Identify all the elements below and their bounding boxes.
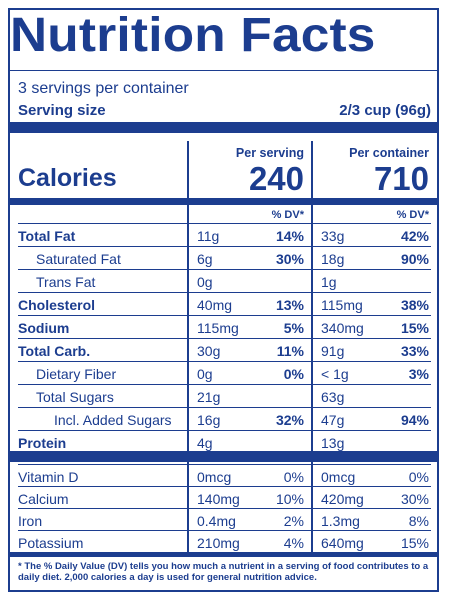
- row-separator: [18, 361, 431, 362]
- thick-rule-calories: [10, 198, 439, 205]
- amount-per-serving: 16g: [197, 412, 221, 428]
- label-title: Nutrition Facts: [10, 9, 376, 62]
- amount-per-serving: 0g: [197, 274, 213, 290]
- nutrient-name: Cholesterol: [18, 297, 96, 313]
- nutrient-name: Incl. Added Sugars: [54, 412, 172, 428]
- nutrient-name: Iron: [18, 513, 43, 529]
- nutrition-label: [8, 8, 439, 592]
- amount-per-container: < 1g: [321, 366, 349, 382]
- per-container-header: Per container: [349, 146, 429, 160]
- amount-per-serving: 21g: [197, 389, 221, 405]
- row-separator: [18, 384, 431, 385]
- amount-per-serving: 140mg: [197, 491, 240, 507]
- amount-per-container: 18g: [321, 251, 345, 267]
- dv-per-container: 3%: [408, 366, 429, 382]
- dv-per-container: 33%: [400, 343, 429, 359]
- nutrient-name: Dietary Fiber: [36, 366, 117, 382]
- amount-per-container: 91g: [321, 343, 345, 359]
- dv-per-serving: 0%: [283, 469, 304, 485]
- column-divider-1: [187, 141, 189, 552]
- dv-per-container: 15%: [400, 320, 429, 336]
- amount-per-serving: 0g: [197, 366, 213, 382]
- row-separator: [18, 530, 431, 531]
- row-separator: [18, 292, 431, 293]
- row-separator: [18, 269, 431, 270]
- row-separator: [18, 508, 431, 509]
- nutrient-name: Protein: [18, 435, 67, 451]
- thick-rule-top: [10, 122, 439, 133]
- dv-per-serving: 4%: [283, 535, 304, 551]
- dv-header-container: % DV*: [396, 209, 429, 221]
- serving-size-label: Serving size: [18, 102, 106, 119]
- amount-per-container: 640mg: [321, 535, 364, 551]
- amount-per-serving: 4g: [197, 435, 213, 451]
- dv-per-serving: 32%: [275, 412, 304, 428]
- dv-per-container: 42%: [400, 228, 429, 244]
- dv-per-serving: 30%: [275, 251, 304, 267]
- amount-per-serving: 115mg: [197, 320, 239, 336]
- nutrient-name: Calcium: [18, 491, 69, 507]
- nutrient-name: Total Carb.: [18, 343, 91, 359]
- row-separator: [18, 223, 431, 224]
- dv-per-container: 30%: [400, 491, 429, 507]
- row-separator: [18, 246, 431, 247]
- dv-header-serving: % DV*: [271, 209, 304, 221]
- amount-per-serving: 11g: [197, 228, 220, 244]
- dv-per-container: 0%: [408, 469, 429, 485]
- dv-per-container: 90%: [400, 251, 429, 267]
- dv-per-container: 38%: [400, 297, 429, 313]
- amount-per-serving: 6g: [197, 251, 213, 267]
- dv-per-serving: 11%: [276, 343, 304, 359]
- amount-per-container: 1g: [321, 274, 337, 290]
- amount-per-container: 0mcg: [321, 469, 356, 485]
- dv-per-serving: 0%: [283, 366, 304, 382]
- amount-per-container: 13g: [321, 435, 345, 451]
- row-separator: [18, 486, 431, 487]
- amount-per-serving: 210mg: [197, 535, 240, 551]
- amount-per-container: 63g: [321, 389, 345, 405]
- amount-per-serving: 0mcg: [197, 469, 232, 485]
- amount-per-container: 47g: [321, 412, 345, 428]
- amount-per-container: 115mg: [321, 297, 363, 313]
- dv-per-serving: 10%: [275, 491, 304, 507]
- amount-per-container: 420mg: [321, 491, 364, 507]
- calories-per-serving: 240: [248, 160, 304, 197]
- amount-per-container: 1.3mg: [321, 513, 360, 529]
- amount-per-container: 340mg: [321, 320, 364, 336]
- dv-per-container: 8%: [408, 513, 429, 529]
- nutrient-name: Saturated Fat: [36, 251, 121, 267]
- servings-per-container: 3 servings per container: [18, 80, 189, 97]
- serving-size-value: 2/3 cup (96g): [339, 102, 431, 119]
- column-divider-2: [311, 141, 313, 552]
- dv-per-serving: 13%: [275, 297, 304, 313]
- dv-per-container: 15%: [400, 535, 429, 551]
- dv-per-serving: 14%: [275, 228, 304, 244]
- row-separator: [18, 407, 431, 408]
- nutrient-name: Total Sugars: [36, 389, 114, 405]
- nutrient-name: Potassium: [18, 535, 84, 551]
- calories-per-container: 710: [373, 160, 429, 197]
- title-rule: [10, 70, 439, 71]
- amount-per-serving: 40mg: [197, 297, 233, 313]
- dv-per-serving: 2%: [283, 513, 304, 529]
- row-separator: [18, 464, 431, 465]
- dv-per-serving: 5%: [283, 320, 304, 336]
- footnote: * The % Daily Value (DV) tells you how m…: [18, 561, 429, 583]
- amount-per-container: 33g: [321, 228, 345, 244]
- amount-per-serving: 0.4mg: [197, 513, 236, 529]
- thick-rule-bottom: [10, 552, 439, 557]
- nutrient-name: Total Fat: [18, 228, 76, 244]
- nutrient-name: Vitamin D: [18, 469, 79, 485]
- calories-label: Calories: [18, 164, 117, 192]
- thick-rule-vitamins: [10, 451, 439, 462]
- row-separator: [18, 315, 431, 316]
- nutrient-name: Sodium: [18, 320, 70, 336]
- per-serving-header: Per serving: [235, 146, 304, 160]
- dv-per-container: 94%: [400, 412, 429, 428]
- row-separator: [18, 430, 431, 431]
- row-separator: [18, 338, 431, 339]
- nutrient-name: Trans Fat: [36, 274, 96, 290]
- amount-per-serving: 30g: [197, 343, 221, 359]
